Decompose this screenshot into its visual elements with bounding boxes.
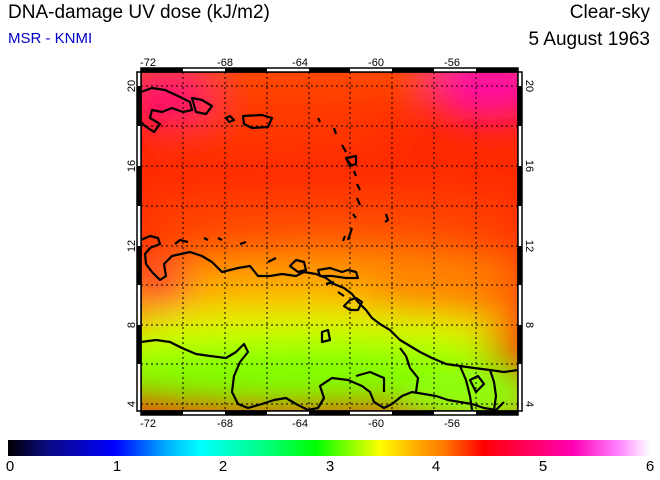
lat-label-left: 8	[126, 322, 138, 328]
map-title: DNA-damage UV dose (kJ/m2)	[8, 2, 270, 23]
color-scale-bar	[8, 440, 650, 456]
lon-label-top: -60	[368, 57, 384, 69]
lon-label-top: -56	[444, 57, 460, 69]
scale-label: 4	[431, 458, 441, 475]
scale-label: 6	[645, 458, 655, 475]
map-date: 5 August 1963	[528, 29, 651, 50]
sky-condition: Clear-sky	[569, 2, 650, 23]
scale-label: 3	[325, 458, 335, 475]
lon-labels-top: -72 -68 -64 -60 -56	[140, 57, 460, 69]
scale-label: 5	[538, 458, 548, 475]
scale-label: 0	[5, 458, 15, 475]
lon-labels-bottom: -72 -68 -64 -60 -56	[140, 418, 460, 430]
uv-dose-map: -72 -68 -64 -60 -56 -72 -68 -64 -60 -56 …	[126, 57, 535, 430]
lat-labels-right: 20 16 12 8 4	[523, 80, 535, 407]
map-subtitle: MSR - KNMI	[8, 30, 93, 47]
coastlines	[141, 86, 518, 411]
dose-field	[141, 72, 518, 411]
lat-label-right: 4	[523, 401, 535, 407]
lon-label-bottom: -56	[444, 418, 460, 430]
lon-label-bottom: -68	[217, 418, 233, 430]
scale-label: 1	[112, 458, 122, 475]
lat-label-right: 8	[523, 322, 535, 328]
lat-labels-left: 20 16 12 8 4	[126, 80, 138, 407]
graticule	[141, 72, 518, 411]
lat-label-right: 20	[523, 80, 535, 92]
scale-label: 2	[218, 458, 228, 475]
lon-label-top: -72	[140, 57, 156, 69]
lon-label-top: -64	[292, 57, 308, 69]
lon-label-bottom: -72	[140, 418, 156, 430]
border-ticks	[137, 68, 522, 415]
lon-label-bottom: -64	[292, 418, 308, 430]
lat-label-left: 16	[126, 160, 138, 172]
lat-label-left: 20	[126, 80, 138, 92]
lat-label-right: 16	[523, 160, 535, 172]
lat-label-right: 12	[523, 240, 535, 252]
lat-label-left: 12	[126, 240, 138, 252]
lon-label-top: -68	[217, 57, 233, 69]
lon-label-bottom: -60	[368, 418, 384, 430]
lat-label-left: 4	[126, 401, 138, 407]
